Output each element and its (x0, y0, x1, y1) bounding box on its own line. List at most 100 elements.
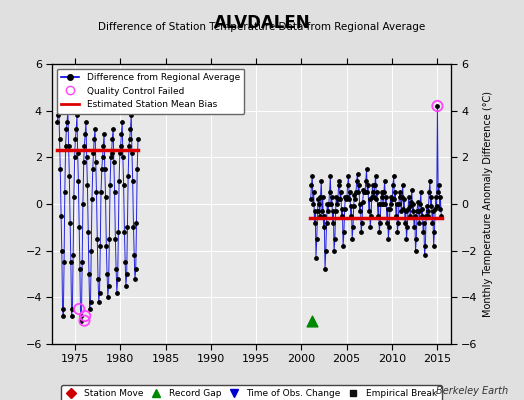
Point (369, 189, 377, 196)
Point (126, 136, 134, 142)
Point (380, 178, 389, 184)
Point (368, 194, 376, 200)
Point (409, 201, 418, 207)
Point (375, 229, 384, 235)
Point (64, 108, 72, 114)
Point (433, 103, 442, 109)
Point (403, 224, 411, 230)
Point (82, 154, 91, 160)
Point (368, 182, 377, 188)
Point (127, 112, 135, 118)
Point (97, 166, 106, 172)
Point (406, 203, 414, 210)
Point (92, 159, 100, 165)
Text: ALVDALEN: ALVDALEN (214, 14, 310, 32)
Point (92, 189, 101, 196)
Point (404, 206, 412, 212)
Point (420, 252, 429, 258)
Point (130, 252, 138, 258)
Point (387, 201, 396, 207)
Point (104, 282, 113, 289)
Point (101, 166, 109, 172)
Point (344, 173, 353, 179)
Text: Berkeley Earth: Berkeley Earth (436, 386, 508, 396)
Point (93, 236, 102, 242)
Point (319, 194, 327, 200)
Point (422, 212, 430, 219)
Point (332, 194, 341, 200)
Point (120, 229, 128, 235)
Point (377, 189, 386, 196)
Point (128, 150, 136, 156)
Point (419, 229, 427, 235)
Point (331, 236, 339, 242)
Point (395, 201, 403, 207)
Point (431, 206, 439, 212)
Point (429, 208, 437, 214)
Point (106, 182, 114, 188)
Point (343, 194, 351, 200)
Point (70, 194, 78, 200)
Point (318, 208, 326, 214)
Point (402, 236, 411, 242)
Point (99, 142, 107, 149)
Point (432, 194, 440, 200)
Point (310, 220, 319, 226)
Point (87, 248, 95, 254)
Point (358, 220, 366, 226)
Point (134, 136, 142, 142)
Point (338, 206, 346, 212)
Point (334, 182, 343, 188)
Point (313, 208, 322, 214)
Point (424, 208, 433, 214)
Point (119, 182, 128, 188)
Point (350, 203, 358, 210)
Point (408, 208, 417, 214)
Point (80, 159, 88, 165)
Legend: Station Move, Record Gap, Time of Obs. Change, Empirical Break: Station Move, Record Gap, Time of Obs. C… (61, 385, 442, 400)
Point (363, 166, 371, 172)
Point (119, 154, 127, 160)
Point (365, 196, 374, 202)
Point (360, 189, 368, 196)
Point (347, 203, 356, 210)
Point (363, 189, 372, 196)
Point (321, 266, 329, 272)
Point (386, 206, 394, 212)
Point (356, 201, 365, 207)
Point (66, 220, 74, 226)
Point (396, 189, 404, 196)
Point (428, 220, 436, 226)
Point (322, 220, 331, 226)
Point (421, 243, 430, 249)
Point (413, 208, 421, 214)
Point (320, 212, 329, 219)
Point (89, 166, 97, 172)
Point (329, 220, 337, 226)
Point (307, 196, 315, 202)
Point (436, 194, 444, 200)
Point (372, 173, 380, 179)
Point (65, 173, 73, 179)
Point (116, 142, 125, 149)
Point (133, 166, 141, 172)
Point (354, 189, 363, 196)
Point (80, 318, 89, 324)
Point (356, 208, 364, 214)
Point (420, 220, 428, 226)
Point (414, 208, 423, 214)
Point (334, 196, 342, 202)
Point (54, 112, 62, 118)
Point (399, 182, 407, 188)
Point (346, 212, 355, 219)
Point (349, 224, 357, 230)
Point (53, 119, 61, 126)
Point (109, 126, 117, 132)
Point (326, 173, 334, 179)
Point (401, 208, 410, 214)
Point (380, 189, 388, 196)
Point (329, 208, 337, 214)
Point (423, 212, 432, 219)
Point (373, 189, 381, 196)
Point (417, 189, 425, 196)
